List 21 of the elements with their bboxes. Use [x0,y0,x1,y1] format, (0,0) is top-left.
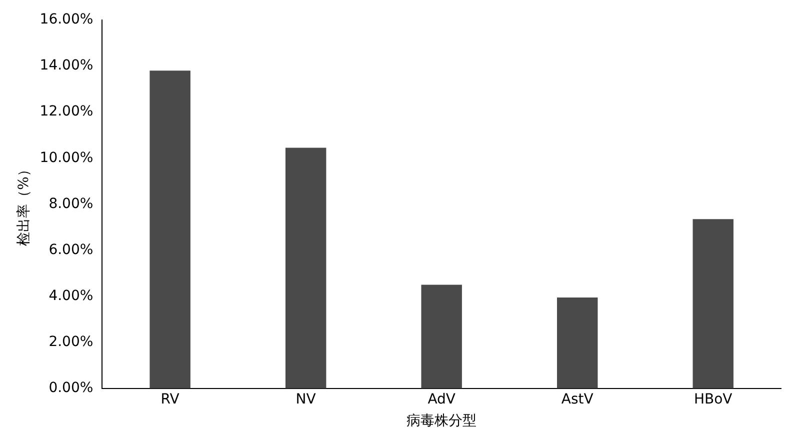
bar [285,148,326,388]
x-tick-label: HBoV [694,391,733,408]
x-tick-label: AdV [428,391,456,408]
x-tick-label: RV [160,391,180,408]
bar [421,284,462,388]
y-tick-label: 14.00% [40,58,94,74]
y-tick-label: 8.00% [48,196,94,212]
x-axis-title: 病毒株分型 [406,413,477,430]
y-axis-title: 检出率（%） [16,162,32,246]
y-tick-label: 16.00% [40,12,94,28]
x-tick-label: NV [296,391,316,408]
bar [150,70,190,388]
y-tick-label: 2.00% [48,334,94,350]
y-tick-label: 6.00% [48,242,94,258]
x-tick-label: AstV [561,391,594,408]
bar [556,297,598,388]
y-tick-label: 0.00% [48,380,94,396]
y-tick-label: 4.00% [48,288,94,304]
y-tick-label: 10.00% [40,150,94,166]
y-tick-label: 12.00% [40,104,94,120]
bar [692,219,734,388]
